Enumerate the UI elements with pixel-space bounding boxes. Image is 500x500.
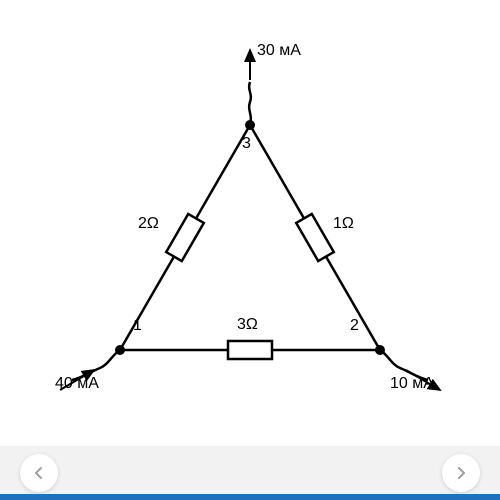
- next-button[interactable]: [442, 454, 480, 492]
- node-3-label: 3: [242, 135, 251, 153]
- bottom-strip: [0, 494, 500, 500]
- resistor-12-label: 3Ω: [237, 316, 258, 334]
- nav-bar: [0, 446, 500, 500]
- current-2-label: 10 мА: [390, 375, 434, 393]
- chevron-left-icon: [32, 466, 46, 480]
- resistor-13-label: 2Ω: [138, 215, 159, 233]
- circuit-diagram: 1 2 3 2Ω 1Ω 3Ω 40 мА 10 мА 30 мА: [30, 20, 470, 440]
- node-2-label: 2: [350, 317, 359, 335]
- current-1-label: 40 мА: [55, 375, 99, 393]
- current-3-label: 30 мА: [257, 42, 301, 60]
- node-1-label: 1: [133, 317, 142, 335]
- resistor-23-label: 1Ω: [333, 215, 354, 233]
- chevron-right-icon: [454, 466, 468, 480]
- prev-button[interactable]: [20, 454, 58, 492]
